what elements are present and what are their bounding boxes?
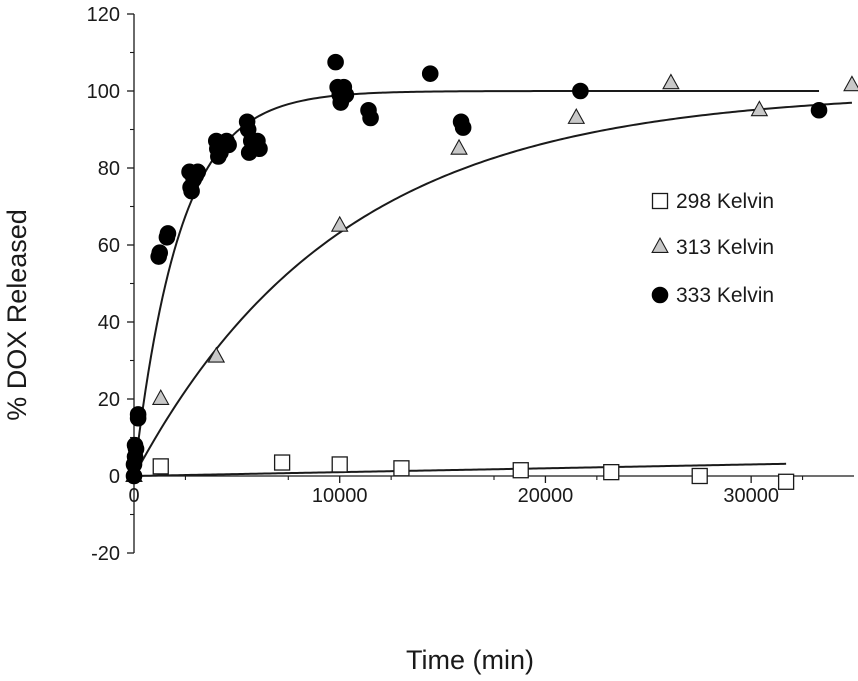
fit-curve-series-1 <box>133 462 787 477</box>
y-tick-label: 40 <box>98 312 120 334</box>
data-point <box>151 244 169 261</box>
data-point <box>151 389 170 405</box>
data-point <box>127 440 145 458</box>
y-tick-label: 0 <box>109 466 120 488</box>
data-point <box>393 460 410 477</box>
axes: -20 0 20 40 60 80 100 120 0 10000 20000 30000 <box>87 4 854 565</box>
legend-marker <box>651 237 669 253</box>
data-point <box>189 163 207 181</box>
y-axis-title: % DOX Released <box>2 209 32 421</box>
series-2-points <box>125 73 858 482</box>
data-point <box>330 215 349 232</box>
data-point <box>251 140 268 158</box>
x-tick-label: 10000 <box>312 485 368 507</box>
y-tick-label: -20 <box>91 543 120 565</box>
x-tick-label: 0 <box>128 485 139 507</box>
legend-label: 333 Kelvin <box>676 284 774 307</box>
data-point <box>152 458 169 475</box>
data-point <box>207 346 226 363</box>
y-tick-label: 60 <box>98 235 120 257</box>
y-tick-label: 20 <box>98 389 120 411</box>
y-tick-label: 120 <box>87 4 120 26</box>
data-point <box>450 138 468 155</box>
data-point <box>843 75 858 92</box>
data-point <box>777 473 795 490</box>
legend-item-1: 298 Kelvin <box>651 190 774 213</box>
x-axis-title: Time (min) <box>406 645 534 675</box>
data-point <box>331 456 348 473</box>
legend-marker <box>651 286 669 304</box>
x-tick-label: 30000 <box>723 485 779 507</box>
legend-item-2: 313 Kelvin <box>651 236 774 259</box>
data-point <box>567 107 586 124</box>
legend-label: 313 Kelvin <box>676 236 774 259</box>
data-point <box>273 454 291 471</box>
y-tick-label: 100 <box>87 81 120 103</box>
data-point <box>337 86 355 104</box>
x-tick-label: 20000 <box>518 485 574 507</box>
data-point <box>750 100 769 117</box>
legend-item-3: 333 Kelvin <box>651 284 774 307</box>
data-point <box>362 109 379 127</box>
data-point <box>512 462 529 479</box>
data-point <box>159 225 177 242</box>
legend: 298 Kelvin 313 Kelvin 333 Kelvin <box>651 190 774 307</box>
data-point <box>662 73 680 90</box>
data-points <box>125 53 858 490</box>
legend-marker <box>651 192 669 210</box>
legend-label: 298 Kelvin <box>676 190 774 213</box>
data-point <box>603 463 620 481</box>
data-point <box>129 406 147 423</box>
data-point <box>691 467 708 485</box>
data-point <box>220 136 237 154</box>
data-point <box>327 53 344 71</box>
data-point <box>421 65 439 82</box>
data-point <box>572 82 589 100</box>
y-tick-label: 80 <box>98 158 120 180</box>
data-point <box>454 119 472 136</box>
series-3-points <box>125 53 828 485</box>
data-point <box>810 101 828 119</box>
series-1-points <box>152 454 795 490</box>
fit-curve-series-2 <box>133 101 852 477</box>
